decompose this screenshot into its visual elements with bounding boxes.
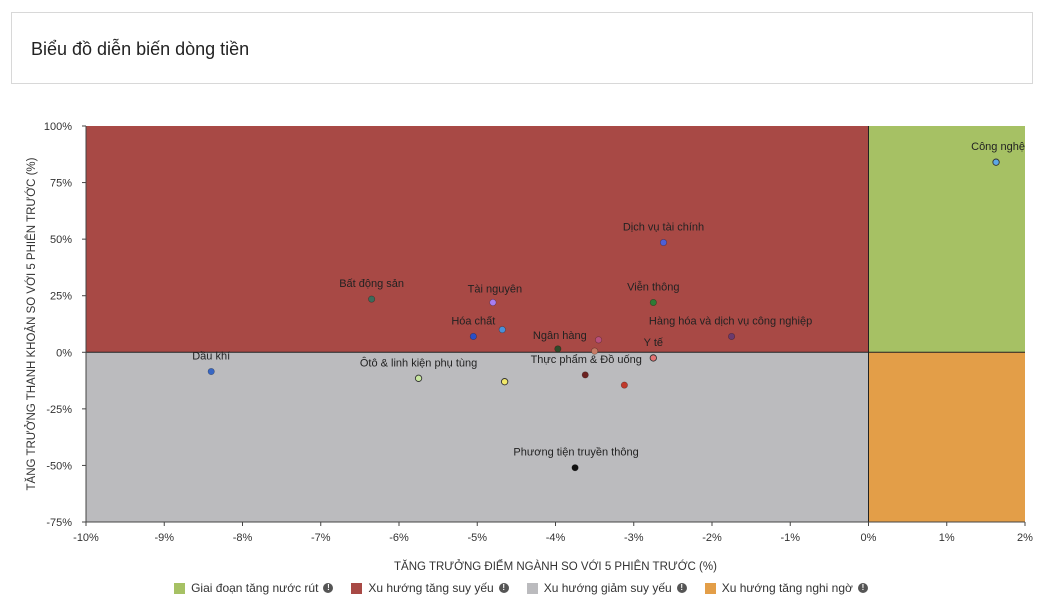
point-label: Bất động sản [339, 278, 404, 290]
point-label: Y tế [644, 337, 663, 349]
x-tick-label: 1% [939, 532, 955, 544]
data-point [591, 347, 599, 355]
data-point [207, 368, 215, 376]
data-point [500, 378, 509, 386]
y-axis-label: TĂNG TRƯỞNG THANH KHOẢN SO VỚI 5 PHIÊN T… [25, 157, 38, 490]
legend-label: Xu hướng tăng nghi ngờ [721, 581, 853, 595]
data-point [595, 336, 603, 344]
legend: Giai đoạn tăng nước rút ! Xu hướng tăng … [0, 581, 1044, 595]
page-title: Biểu đồ diễn biến dòng tiền [31, 39, 250, 59]
scatter-chart: -10% -9% -8% -7% -6% -5% -4% -3% -2% -1% 0% 1% 2% 100… [25, 121, 1033, 573]
data-point [368, 295, 376, 303]
y-tick-label: 0% [56, 347, 72, 359]
data-point [469, 332, 477, 340]
legend-item-sprint[interactable]: Giai đoạn tăng nước rút ! [174, 581, 334, 595]
quadrant-0 [868, 126, 1025, 353]
legend-item-weak-uptrend[interactable]: Xu hướng tăng suy yếu ! [351, 581, 509, 595]
quadrant-1 [86, 126, 869, 353]
legend-swatch [351, 582, 363, 594]
y-tick-label: 100% [44, 121, 72, 133]
legend-swatch [174, 582, 186, 594]
legend-label: Xu hướng giảm suy yếu [543, 581, 672, 595]
title-card: Biểu đồ diễn biến dòng tiền [11, 12, 1033, 84]
x-tick-label: -5% [467, 532, 487, 544]
data-point [489, 299, 497, 307]
data-point [554, 345, 562, 353]
info-icon[interactable]: ! [676, 583, 687, 593]
legend-swatch [526, 582, 538, 594]
x-tick-label: -8% [233, 532, 253, 544]
point-label: Công nghệ [971, 141, 1025, 153]
y-tick-label: -50% [46, 460, 72, 472]
data-point [571, 464, 579, 472]
data-point [620, 381, 628, 389]
info-icon[interactable]: ! [857, 583, 868, 593]
x-tick-label: -9% [154, 532, 174, 544]
x-tick-label: -2% [702, 532, 722, 544]
x-tick-label: 0% [861, 532, 877, 544]
legend-label: Giai đoạn tăng nước rút [191, 581, 319, 595]
data-point [498, 326, 506, 334]
x-tick-label: -1% [780, 532, 800, 544]
y-tick-label: -75% [46, 517, 72, 529]
point-label: Thực phẩm & Đồ uống [531, 354, 642, 366]
data-point [414, 374, 423, 382]
y-tick-label: 50% [50, 234, 72, 246]
legend-label: Xu hướng tăng suy yếu [368, 581, 494, 595]
point-label: Tài nguyên [468, 284, 522, 296]
data-point [581, 371, 589, 379]
point-label: Hóa chất [451, 315, 495, 327]
data-point [992, 158, 1000, 166]
legend-item-doubtful-uptrend[interactable]: Xu hướng tăng nghi ngờ ! [704, 581, 868, 595]
data-point [728, 332, 736, 340]
point-label: Phương tiện truyền thông [513, 447, 638, 459]
data-point [659, 239, 667, 247]
point-label: Ngân hàng [533, 330, 587, 342]
x-axis-label: TĂNG TRƯỞNG ĐIỂM NGÀNH SO VỚI 5 PHIÊN TR… [394, 560, 717, 573]
point-label: Viễn thông [627, 281, 679, 294]
x-tick-label: -6% [389, 532, 409, 544]
y-tick-label: 75% [50, 178, 72, 190]
x-tick-label: -7% [311, 532, 331, 544]
point-label: Dịch vụ tài chính [623, 222, 704, 234]
data-point [649, 354, 657, 362]
x-tick-label: -10% [73, 532, 99, 544]
legend-item-weak-downtrend[interactable]: Xu hướng giảm suy yếu ! [526, 581, 687, 595]
info-icon[interactable]: ! [323, 583, 334, 593]
info-icon[interactable]: ! [498, 583, 509, 593]
quadrant-2 [86, 352, 869, 522]
x-tick-label: -3% [624, 532, 644, 544]
quadrant-3 [868, 352, 1025, 522]
point-label: Hàng hóa và dịch vụ công nghiệp [649, 315, 812, 327]
point-label: Dầu khí [192, 351, 230, 363]
x-tick-label: 2% [1017, 532, 1033, 544]
y-tick-label: 25% [50, 291, 72, 303]
x-tick-label: -4% [546, 532, 566, 544]
point-label: Ôtô & linh kiện phụ tùng [360, 356, 477, 369]
y-tick-label: -25% [46, 404, 72, 416]
data-point [649, 299, 657, 307]
legend-swatch [704, 582, 716, 594]
